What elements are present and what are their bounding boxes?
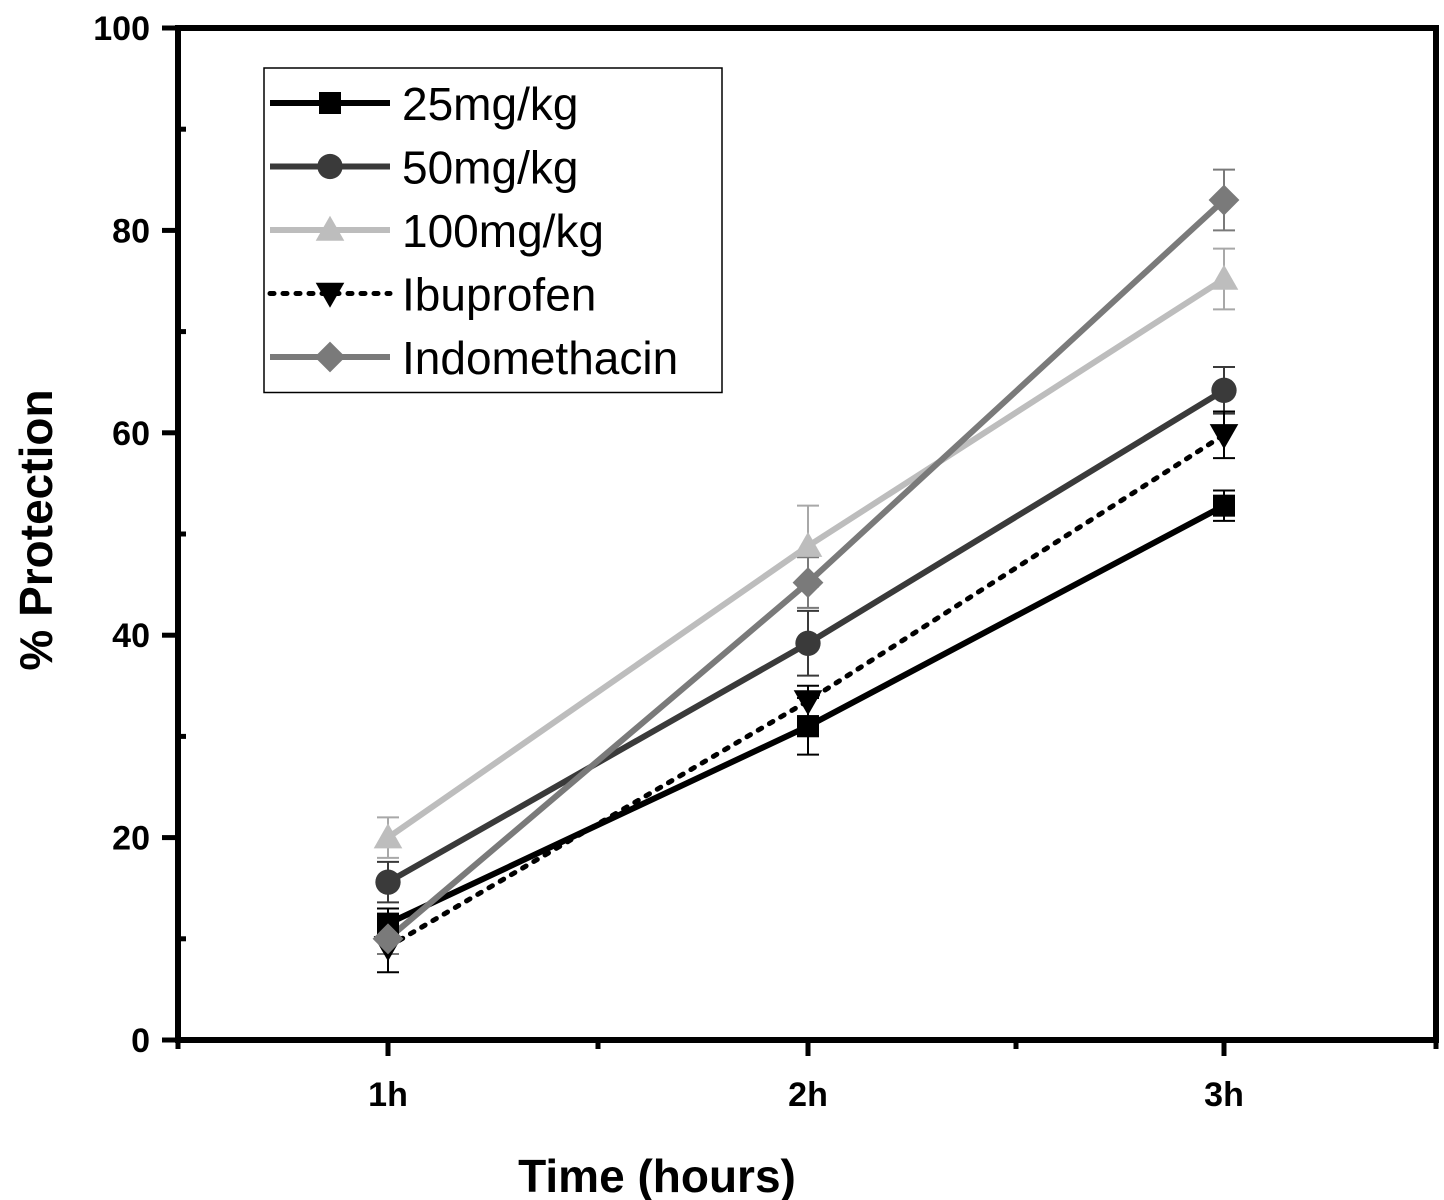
y-tick-label: 0 <box>131 1022 150 1060</box>
legend-label-indomethacin: Indomethacin <box>402 332 678 384</box>
legend-marker-100mg-kg <box>315 215 345 241</box>
data-point-indomethacin <box>1208 184 1240 216</box>
y-tick-label: 100 <box>93 10 150 48</box>
legend-label-50mg-kg: 50mg/kg <box>402 142 578 194</box>
data-point-100mg-kg <box>793 531 823 557</box>
legend: 25mg/kg 50mg/kg 100mg/kg Ibuprofen Indometha… <box>263 67 723 394</box>
data-point-100mg-kg <box>1209 264 1239 290</box>
data-point-indomethacin <box>792 567 824 598</box>
series-markers <box>372 184 1240 962</box>
y-axis-title: % Protection <box>10 389 62 670</box>
legend-marker-50mg-kg <box>317 153 343 180</box>
data-point-100mg-kg <box>373 823 403 849</box>
data-point-indomethacin <box>372 923 404 955</box>
legend-marker-25mg-kg <box>319 92 341 114</box>
series-line-25mg-kg <box>386 503 1226 927</box>
data-point-50mg-kg <box>375 869 401 895</box>
data-point-25mg-kg <box>797 715 819 738</box>
data-point-50mg-kg <box>795 630 821 656</box>
data-point-ibuprofen <box>793 690 823 716</box>
x-axis-title: Time (hours) <box>518 1150 796 1200</box>
y-tick-label: 40 <box>112 617 150 655</box>
legend-marker-indomethacin <box>314 341 346 373</box>
y-tick-label: 80 <box>112 212 150 250</box>
x-axis-ticks: 1h 2h 3h <box>175 1040 1439 1114</box>
legend-marker-ibuprofen <box>315 282 345 308</box>
data-point-25mg-kg <box>1213 494 1235 517</box>
legend-label-100mg-kg: 100mg/kg <box>402 205 604 257</box>
data-point-ibuprofen <box>1209 424 1239 450</box>
x-tick-label: 1h <box>368 1076 408 1114</box>
x-tick-label: 3h <box>1204 1076 1244 1114</box>
y-axis-ticks: 0 20 40 60 80 100 <box>93 10 186 1060</box>
y-tick-label: 60 <box>112 415 150 453</box>
legend-label-ibuprofen: Ibuprofen <box>402 269 596 321</box>
y-tick-label: 20 <box>112 820 150 858</box>
data-point-50mg-kg <box>1211 377 1237 403</box>
legend-label-25mg-kg: 25mg/kg <box>402 78 578 130</box>
x-tick-label: 2h <box>788 1076 828 1114</box>
